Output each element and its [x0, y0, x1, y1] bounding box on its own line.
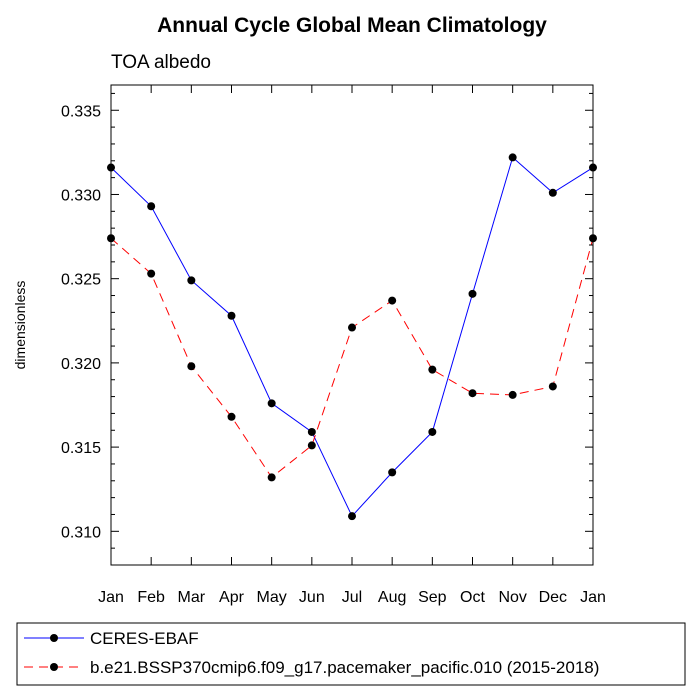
x-tick-label: Jan: [98, 589, 124, 606]
legend: CERES-EBAF b.e21.BSSP370cmip6.f09_g17.pac…: [24, 629, 599, 677]
data-point: [227, 311, 236, 320]
y-tick-label: 0.330: [61, 187, 101, 204]
data-point: [548, 382, 557, 391]
data-point: [307, 427, 316, 436]
data-point: [147, 202, 156, 211]
legend-label-1: b.e21.BSSP370cmip6.f09_g17.pacemaker_pac…: [90, 658, 599, 677]
axes-layer: Jan Feb Mar Apr May Jun Jul Aug Sep Oct Nov Dec Jan 0…: [61, 84, 606, 606]
data-point: [468, 389, 477, 398]
y-tick-label: 0.320: [61, 356, 101, 373]
y-tick-label: 0.310: [61, 524, 101, 541]
data-point: [428, 427, 437, 436]
series-layer: [107, 153, 597, 521]
chart-title: Annual Cycle Global Mean Climatology: [157, 14, 547, 37]
x-tick-label: Sep: [418, 589, 447, 606]
data-point: [147, 269, 156, 278]
data-point: [348, 323, 356, 332]
series-line-0: [110, 156, 594, 518]
data-point: [468, 289, 477, 298]
x-tick-label: Aug: [378, 589, 406, 606]
data-point: [508, 153, 517, 162]
data-point: [187, 276, 196, 285]
x-tick-label: May: [257, 589, 287, 606]
data-point: [508, 390, 517, 399]
x-tick-label: Nov: [498, 589, 526, 606]
data-point: [227, 412, 236, 421]
legend-label-0: CERES-EBAF: [90, 629, 199, 648]
x-tick-label: Jun: [299, 589, 325, 606]
x-tick-label: Feb: [137, 589, 165, 606]
data-point: [267, 399, 276, 408]
x-tick-label: Mar: [178, 589, 206, 606]
x-tick-label: Dec: [539, 589, 567, 606]
y-tick-label: 0.325: [61, 272, 101, 289]
x-tick-label: Apr: [219, 589, 245, 606]
data-point: [388, 296, 397, 305]
x-tick-label: Oct: [460, 589, 485, 606]
y-tick-label: 0.335: [61, 103, 101, 120]
data-point: [348, 512, 356, 521]
data-point: [548, 188, 557, 197]
data-point: [187, 362, 196, 371]
data-point: [267, 473, 276, 482]
data-point: [307, 441, 316, 450]
y-axis-label: dimensionless: [12, 281, 28, 370]
chart-subtitle: TOA albedo: [111, 52, 211, 73]
y-tick-label: 0.315: [61, 440, 101, 457]
x-tick-label: Jul: [342, 589, 362, 606]
data-point: [428, 365, 437, 374]
legend-marker: [50, 663, 58, 671]
data-point: [388, 468, 397, 477]
x-tick-label: Jan: [580, 589, 606, 606]
legend-box: [16, 622, 686, 686]
legend-marker: [50, 634, 58, 642]
series-line-1: [110, 237, 594, 479]
